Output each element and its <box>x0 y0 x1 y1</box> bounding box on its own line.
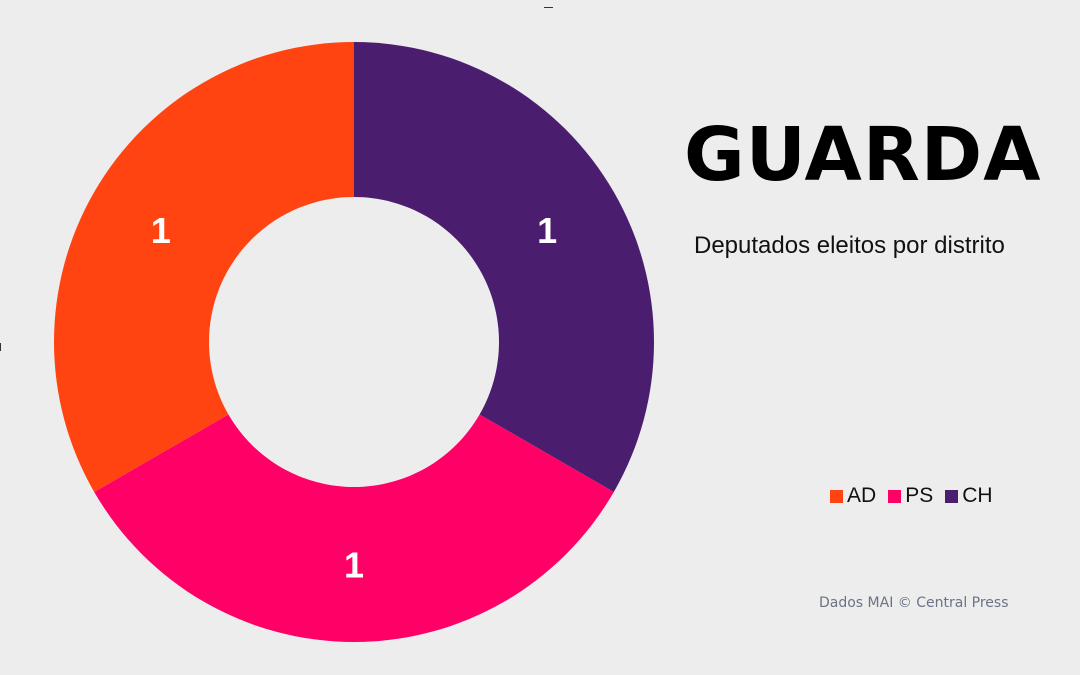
source-credit: Dados MAI © Central Press <box>819 595 1009 611</box>
legend-swatch-ad <box>830 489 843 503</box>
chart-subtitle: Deputados eleitos por distrito <box>694 232 1005 259</box>
data-label-ch: 1 <box>537 210 557 251</box>
donut-slice-ad <box>53 42 354 492</box>
legend-swatch-ps <box>888 489 902 503</box>
chart-title: GUARDA <box>684 112 1042 198</box>
donut-slice-ps <box>94 414 614 642</box>
legend-item-ch: CH <box>945 484 993 508</box>
legend-swatch-ch <box>945 489 959 503</box>
left-edge-mark <box>0 343 1 351</box>
data-label-ps: 1 <box>344 545 364 586</box>
legend-label-ad: AD <box>847 484 877 507</box>
legend-item-ps: PS <box>888 484 933 508</box>
data-label-ad: 1 <box>151 210 171 251</box>
legend-item-ad: AD <box>830 484 876 508</box>
legend-label-ch: CH <box>962 484 993 507</box>
donut-chart: 1 1 1 <box>53 42 654 642</box>
legend-label-ps: PS <box>905 484 934 507</box>
donut-slice-ch <box>354 42 654 492</box>
top-edge-mark <box>544 7 553 8</box>
legend: AD PS CH <box>830 484 993 508</box>
